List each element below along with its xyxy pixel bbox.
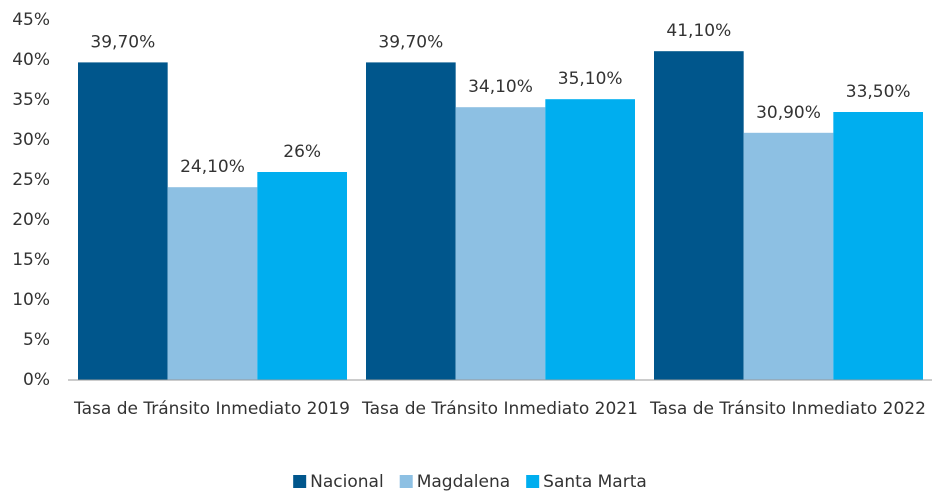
value-label: 39,70%: [378, 32, 443, 52]
legend-label: Santa Marta: [543, 472, 647, 492]
bar: [743, 132, 834, 380]
y-tick-label: 40%: [12, 50, 50, 70]
value-label: 35,10%: [558, 69, 623, 89]
y-tick-label: 45%: [12, 10, 50, 30]
legend-swatch: [293, 475, 307, 488]
bar: [455, 107, 546, 380]
legend-label: Nacional: [310, 472, 384, 492]
value-label: 24,10%: [180, 157, 245, 177]
x-tick-label: Tasa de Tránsito Inmediato 2022: [650, 399, 926, 419]
legend-swatch: [526, 475, 540, 488]
y-tick-label: 20%: [12, 210, 50, 230]
y-tick-label: 30%: [12, 130, 50, 150]
y-tick-label: 25%: [12, 170, 50, 190]
y-tick-label: 5%: [23, 330, 50, 350]
legend-label: Magdalena: [417, 472, 510, 492]
value-label: 26%: [283, 142, 321, 162]
y-tick-label: 15%: [12, 250, 50, 270]
bar: [257, 172, 347, 380]
y-tick-label: 10%: [12, 290, 50, 310]
value-label: 34,10%: [468, 77, 533, 97]
bar: [833, 112, 923, 380]
x-tick-label: Tasa de Tránsito Inmediato 2021: [362, 399, 638, 419]
value-label: 33,50%: [846, 82, 911, 102]
bar: [167, 187, 258, 380]
x-tick-label: Tasa de Tránsito Inmediato 2019: [74, 399, 350, 419]
legend-swatch: [399, 475, 413, 488]
value-label: 30,90%: [756, 103, 821, 123]
y-tick-label: 35%: [12, 90, 50, 110]
bar: [366, 62, 456, 381]
value-label: 41,10%: [666, 21, 731, 41]
value-label: 39,70%: [90, 32, 155, 52]
bar: [654, 51, 744, 380]
bar: [545, 99, 635, 380]
bar: [78, 62, 168, 381]
y-tick-label: 0%: [23, 370, 50, 390]
